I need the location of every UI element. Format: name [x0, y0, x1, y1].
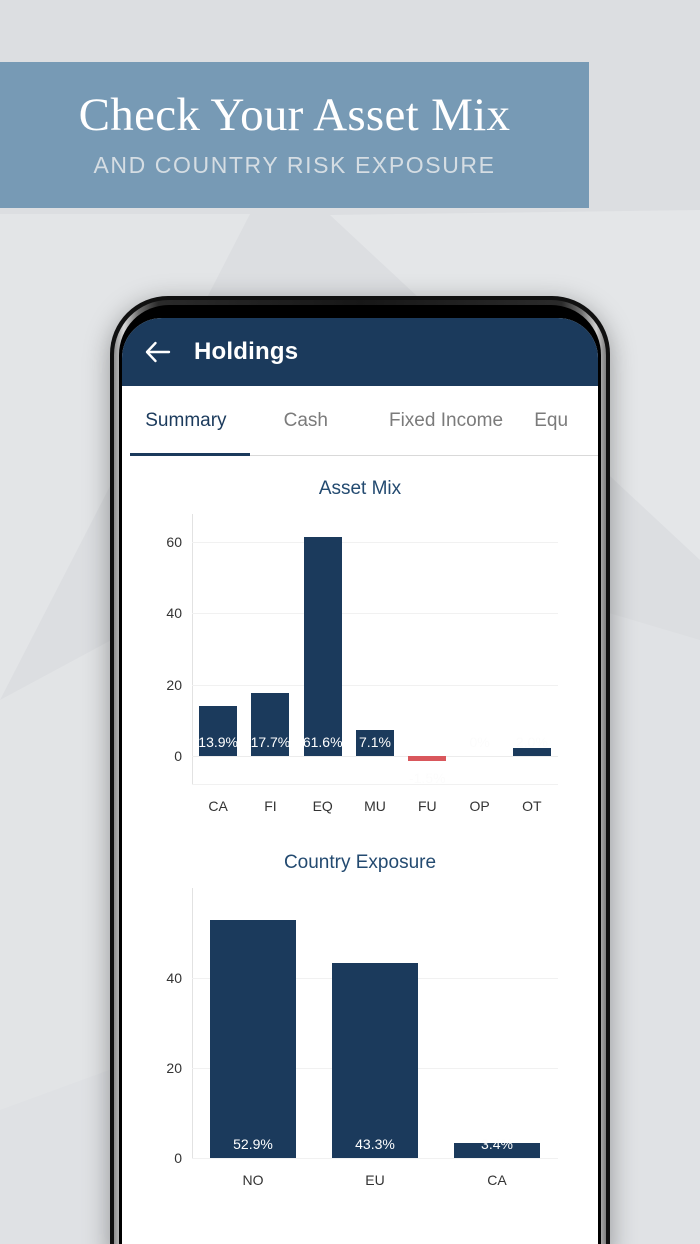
country-exposure-chart: Country Exposure 0 20 40 52.9% NO 43.3% EU 3.4%…: [122, 830, 598, 1204]
tab-bar-divider: [130, 455, 598, 456]
phone-screen: Holdings Summary Cash Fixed Income Equ A…: [122, 318, 598, 1244]
y-axis-tick-label: 40: [166, 970, 182, 986]
grid-line: [192, 613, 558, 615]
x-axis-tick-label: EQ: [312, 798, 333, 814]
country-exposure-chart-title: Country Exposure: [283, 852, 437, 873]
tab-equity[interactable]: Equ: [530, 386, 598, 456]
tab-fixed-income[interactable]: Fixed Income: [368, 386, 524, 456]
tab-cash[interactable]: Cash: [248, 386, 364, 456]
grid-line: [192, 542, 558, 544]
plot-bottom-border: [192, 1158, 558, 1159]
asset-mix-chart: Asset Mix 0 20 40 60 13.9% CA 17.7% FI 61.6% EQ 7.…: [122, 456, 598, 830]
phone-mockup: Holdings Summary Cash Fixed Income Equ A…: [110, 296, 610, 1244]
promo-banner: Check Your Asset Mix AND COUNTRY RISK EX…: [0, 62, 589, 208]
tab-cash-label: Cash: [283, 410, 328, 431]
bar-value-label: 13.9%: [198, 733, 238, 750]
tab-summary-label: Summary: [145, 410, 227, 431]
y-axis-tick-label: 0: [174, 1150, 182, 1166]
tab-fixed-income-label: Fixed Income: [388, 410, 504, 431]
page-title: Holdings: [194, 338, 299, 365]
bar[interactable]: [199, 706, 238, 756]
bar[interactable]: [356, 730, 394, 756]
bar-value-label: 43.3%: [355, 1136, 395, 1152]
zero-baseline: [192, 755, 558, 757]
x-axis-tick-label: EU: [365, 1172, 385, 1188]
bar-value-label: 61.6%: [302, 733, 343, 750]
tab-summary[interactable]: Summary: [126, 386, 246, 456]
bar-value-label: 0%: [469, 733, 490, 750]
asset-mix-plot-area: 0 20 40 60 13.9% CA 17.7% FI 61.6% EQ 7.1% MU -1.5% F…: [140, 500, 580, 830]
y-axis-tick-label: 0: [174, 747, 182, 764]
back-button[interactable]: [136, 330, 180, 374]
x-axis-tick-label: NO: [242, 1172, 264, 1188]
tab-equity-label: Equ: [534, 410, 569, 431]
tab-bar: Summary Cash Fixed Income Equ: [122, 386, 598, 456]
y-axis-tick-label: 60: [166, 534, 182, 551]
bar[interactable]: [512, 748, 551, 756]
bar-value-label: 2.0%: [515, 733, 548, 750]
plot-bottom-border: [192, 784, 558, 785]
y-axis-tick-label: 20: [166, 676, 182, 693]
app-bar: Holdings: [122, 318, 598, 386]
bar-value-label: 52.9%: [233, 1136, 273, 1152]
y-axis-tick-label: 40: [166, 605, 182, 622]
x-axis-tick-label: OP: [469, 798, 490, 814]
banner-subtitle: AND COUNTRY RISK EXPOSURE: [93, 152, 496, 179]
country-exposure-plot-area: 0 20 40 52.9% NO 43.3% EU 3.4% CA: [140, 874, 580, 1204]
bar-value-label: -1.5%: [408, 769, 446, 786]
bar[interactable]: [251, 692, 290, 756]
tab-active-indicator: [130, 453, 250, 456]
bar[interactable]: [408, 755, 447, 761]
y-axis-tick-label: 20: [166, 1060, 182, 1076]
x-axis-tick-label: MU: [364, 798, 386, 814]
bar-value-label: 17.7%: [250, 733, 291, 750]
bar-value-label: 3.4%: [481, 1136, 513, 1152]
bar[interactable]: [332, 963, 418, 1158]
arrow-left-icon: [145, 341, 171, 363]
bar-value-label: 7.1%: [359, 733, 391, 750]
x-axis-tick-label: CA: [487, 1172, 507, 1188]
x-axis-tick-label: FI: [264, 798, 277, 814]
x-axis-tick-label: OT: [522, 798, 542, 814]
banner-title: Check Your Asset Mix: [78, 88, 511, 141]
bar[interactable]: [454, 1142, 540, 1158]
bar[interactable]: [210, 919, 296, 1158]
y-axis-spine: [192, 888, 193, 1158]
x-axis-tick-label: CA: [208, 798, 228, 814]
x-axis-tick-label: FU: [417, 798, 437, 814]
grid-line: [192, 684, 558, 686]
asset-mix-chart-title: Asset Mix: [318, 478, 402, 499]
bar[interactable]: [303, 536, 342, 756]
y-axis-spine: [192, 514, 193, 784]
